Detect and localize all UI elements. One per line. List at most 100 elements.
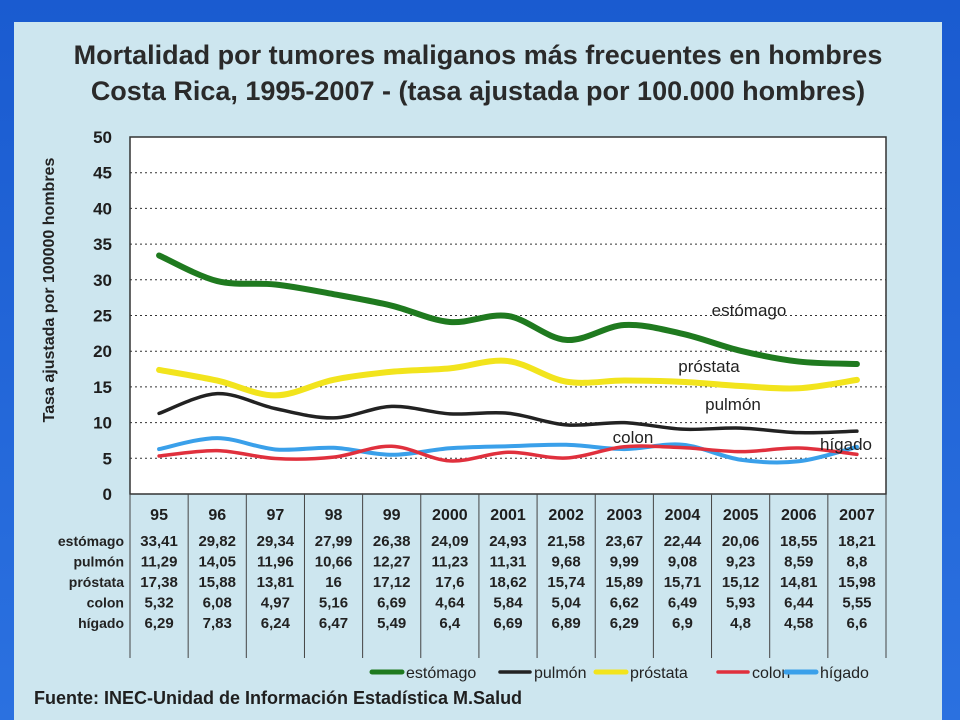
x-tick-label: 96 <box>208 507 226 524</box>
x-tick-label: 2006 <box>781 507 817 524</box>
line-label-prostata: próstata <box>678 357 740 376</box>
x-tick-label: 2003 <box>607 507 643 524</box>
table-cell: 14,81 <box>780 574 818 591</box>
table-cell: 26,38 <box>373 533 411 550</box>
y-tick-label: 10 <box>93 414 112 433</box>
gridlines <box>130 172 886 459</box>
table-cell: 8,59 <box>784 554 813 571</box>
table-cell: 9,23 <box>726 554 755 571</box>
table-cell: 29,82 <box>198 533 236 550</box>
table-cell: 5,55 <box>842 595 871 612</box>
table-cell: 14,05 <box>198 554 236 571</box>
table-cell: 9,68 <box>552 554 581 571</box>
table-cell: 6,44 <box>784 595 814 612</box>
y-tick-label: 30 <box>93 271 112 290</box>
series-line-colon <box>157 444 859 463</box>
x-tick-label: 2002 <box>548 507 584 524</box>
chart-title-line-2: Costa Rica, 1995-2007 - (tasa ajustada p… <box>90 76 866 106</box>
table-cell: 6,89 <box>552 615 581 632</box>
table-row-label: pulmón <box>73 554 124 570</box>
table-cell: 6,62 <box>610 595 639 612</box>
table-cell: 17,6 <box>435 574 464 591</box>
x-tick-label: 2007 <box>839 507 875 524</box>
table-cell: 15,88 <box>198 574 236 591</box>
table-cell: 15,71 <box>664 574 702 591</box>
table-cell: 5,16 <box>319 595 348 612</box>
line-label-colon: colon <box>613 428 654 447</box>
table-cell: 6,69 <box>377 595 406 612</box>
table-cell: 11,29 <box>141 554 178 571</box>
x-tick-label: 2005 <box>723 507 759 524</box>
x-tick-label: 2001 <box>490 507 526 524</box>
table-cell: 6,29 <box>144 615 173 632</box>
table-cell: 15,98 <box>838 574 876 591</box>
legend-label-colon: colon <box>752 665 790 682</box>
table-cell: 17,12 <box>373 574 411 591</box>
x-tick-label: 97 <box>266 507 284 524</box>
chart-title-line-1: Mortalidad por tumores maliganos más fre… <box>73 40 883 70</box>
table-cell: 6,69 <box>493 615 522 632</box>
table-cell: 21,58 <box>547 533 585 550</box>
table-cell: 4,8 <box>730 615 751 632</box>
x-tick-label: 95 <box>150 507 168 524</box>
table-cell: 24,09 <box>431 533 469 550</box>
table-cell: 6,47 <box>319 615 348 632</box>
table-cell: 22,44 <box>664 533 702 550</box>
table-cell: 6,24 <box>261 615 291 632</box>
y-tick-label: 20 <box>93 342 112 361</box>
table-row-label: próstata <box>69 574 124 590</box>
y-axis-label: Tasa ajustada por 100000 hombres <box>41 158 58 423</box>
legend-label-pulmon: pulmón <box>534 665 586 682</box>
table-row-label: estómago <box>58 533 124 549</box>
y-tick-label: 50 <box>93 128 112 147</box>
legend-label-estomago: estómago <box>406 665 476 682</box>
table-cell: 9,08 <box>668 554 697 571</box>
table-cell: 7,83 <box>203 615 232 632</box>
table-cell: 6,08 <box>203 595 232 612</box>
line-label-pulmon: pulmón <box>705 395 761 414</box>
x-tick-label: 99 <box>383 507 401 524</box>
series-line-estomago <box>156 252 860 367</box>
table-cell: 5,04 <box>552 595 582 612</box>
table-cell: 27,99 <box>315 533 353 550</box>
table-cell: 6,6 <box>846 615 867 632</box>
table-cell: 29,34 <box>257 533 295 550</box>
table-cell: 16 <box>325 574 342 591</box>
y-tick-label: 35 <box>93 235 112 254</box>
table-cell: 10,66 <box>315 554 353 571</box>
table-cell: 4,64 <box>435 595 465 612</box>
table-cell: 9,99 <box>610 554 639 571</box>
x-tick-label: 2000 <box>432 507 468 524</box>
legend: estómago pulmón próstata colon hígado <box>369 665 869 682</box>
table-cell: 6,4 <box>439 615 461 632</box>
data-table: 95 96 97 98 99 2000 2001 2002 2003 2004 2005 2006 20… <box>58 494 887 658</box>
table-cell: 24,93 <box>489 533 527 550</box>
table-cell: 17,38 <box>140 574 178 591</box>
y-axis: 0 5 10 15 20 25 30 35 40 45 50 <box>93 128 112 504</box>
table-cell: 4,97 <box>261 595 290 612</box>
series-line-higado <box>157 436 859 465</box>
table-cell: 6,9 <box>672 615 693 632</box>
table-cell: 18,55 <box>780 533 818 550</box>
table-cell: 12,27 <box>373 554 411 571</box>
y-tick-label: 5 <box>103 449 112 468</box>
source-note: Fuente: INEC-Unidad de Información Estad… <box>34 688 523 708</box>
table-cell: 15,12 <box>722 574 760 591</box>
table-cell: 11,96 <box>257 554 294 571</box>
table-cell: 15,74 <box>547 574 585 591</box>
y-tick-label: 15 <box>93 378 112 397</box>
table-row-label: colon <box>87 595 124 611</box>
table-cell: 13,81 <box>257 574 295 591</box>
y-tick-label: 25 <box>93 307 112 326</box>
line-label-estomago: estómago <box>712 301 787 320</box>
table-cell: 5,84 <box>493 595 523 612</box>
legend-label-higado: hígado <box>820 665 869 682</box>
line-label-higado: hígado <box>820 435 872 454</box>
y-tick-label: 0 <box>103 485 112 504</box>
table-cell: 18,62 <box>489 574 527 591</box>
table-cell: 8,8 <box>846 554 867 571</box>
legend-label-prostata: próstata <box>630 665 688 682</box>
table-cell: 20,06 <box>722 533 760 550</box>
